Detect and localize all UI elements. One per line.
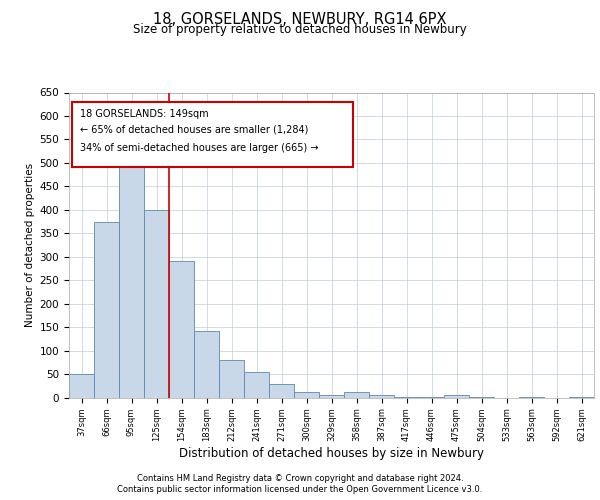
Bar: [444, 395, 469, 398]
Bar: [469, 396, 494, 398]
Bar: [169, 261, 194, 398]
Text: 18 GORSELANDS: 149sqm: 18 GORSELANDS: 149sqm: [79, 110, 208, 120]
Text: Contains HM Land Registry data © Crown copyright and database right 2024.: Contains HM Land Registry data © Crown c…: [137, 474, 463, 483]
Bar: [94, 222, 119, 398]
Bar: [244, 372, 269, 398]
Text: 18, GORSELANDS, NEWBURY, RG14 6PX: 18, GORSELANDS, NEWBURY, RG14 6PX: [153, 12, 447, 28]
Bar: [569, 396, 594, 398]
Y-axis label: Number of detached properties: Number of detached properties: [25, 163, 35, 327]
Text: 34% of semi-detached houses are larger (665) →: 34% of semi-detached houses are larger (…: [79, 143, 318, 153]
Bar: [69, 374, 94, 398]
FancyBboxPatch shape: [71, 102, 353, 167]
Text: Size of property relative to detached houses in Newbury: Size of property relative to detached ho…: [133, 24, 467, 36]
Bar: [119, 154, 144, 398]
Bar: [144, 210, 169, 398]
Bar: [269, 384, 294, 398]
X-axis label: Distribution of detached houses by size in Newbury: Distribution of detached houses by size …: [179, 447, 484, 460]
Bar: [344, 392, 369, 398]
Bar: [519, 396, 544, 398]
Bar: [319, 395, 344, 398]
Bar: [294, 392, 319, 398]
Bar: [394, 396, 419, 398]
Bar: [219, 360, 244, 398]
Text: Contains public sector information licensed under the Open Government Licence v3: Contains public sector information licen…: [118, 485, 482, 494]
Bar: [194, 331, 219, 398]
Text: ← 65% of detached houses are smaller (1,284): ← 65% of detached houses are smaller (1,…: [79, 124, 308, 134]
Bar: [369, 395, 394, 398]
Bar: [419, 396, 444, 398]
